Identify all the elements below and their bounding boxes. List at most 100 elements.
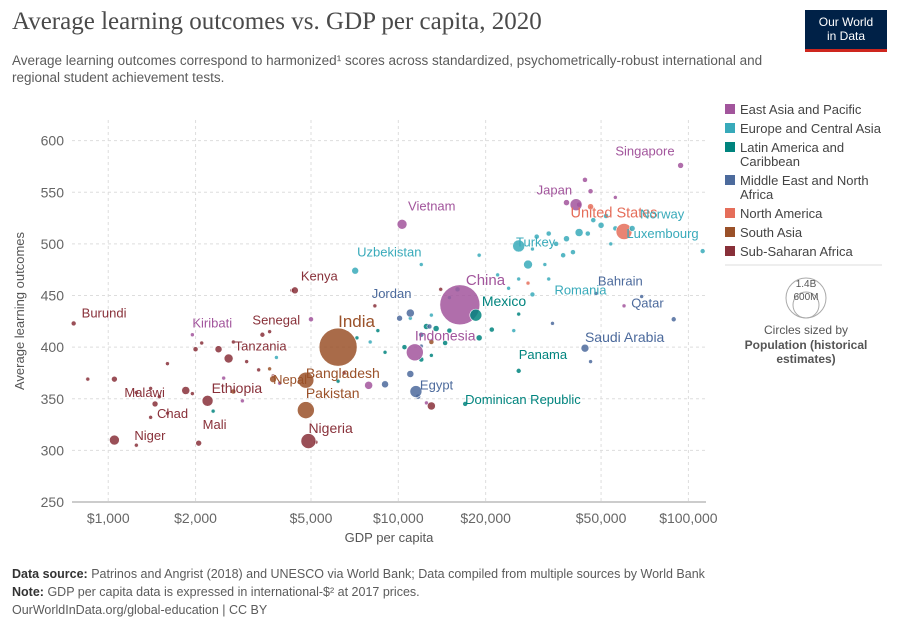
- data-point[interactable]: [432, 325, 440, 332]
- data-point[interactable]: [506, 286, 511, 291]
- data-point[interactable]: [621, 303, 627, 309]
- data-point-saudi-arabia[interactable]: [580, 343, 590, 353]
- data-point[interactable]: [512, 239, 525, 253]
- data-point[interactable]: [546, 276, 551, 282]
- data-point[interactable]: [476, 252, 482, 258]
- data-point[interactable]: [308, 316, 314, 323]
- data-point[interactable]: [429, 353, 434, 358]
- data-point-vietnam[interactable]: [396, 218, 408, 230]
- data-point-dominican-republic[interactable]: [462, 401, 468, 407]
- data-point[interactable]: [214, 345, 223, 353]
- data-point[interactable]: [574, 228, 584, 237]
- legend-swatch[interactable]: [725, 175, 735, 185]
- data-point[interactable]: [545, 230, 552, 237]
- data-point-turkey[interactable]: [523, 259, 533, 270]
- data-point[interactable]: [563, 235, 570, 242]
- data-point-singapore[interactable]: [677, 162, 684, 169]
- data-point[interactable]: [603, 213, 609, 219]
- data-point[interactable]: [364, 381, 373, 390]
- data-point[interactable]: [372, 303, 378, 309]
- data-point-kiribati[interactable]: [190, 332, 195, 338]
- data-point[interactable]: [426, 323, 433, 330]
- data-point-indonesia[interactable]: [406, 343, 424, 362]
- data-point-niger[interactable]: [109, 434, 120, 446]
- data-point[interactable]: [134, 390, 139, 395]
- data-point[interactable]: [429, 312, 434, 318]
- legend-swatch[interactable]: [725, 227, 735, 237]
- data-point[interactable]: [267, 366, 272, 372]
- data-point[interactable]: [418, 331, 425, 338]
- data-point[interactable]: [148, 415, 153, 420]
- data-point[interactable]: [277, 381, 282, 386]
- data-point[interactable]: [533, 233, 540, 240]
- data-point[interactable]: [165, 410, 170, 416]
- data-point[interactable]: [542, 262, 548, 267]
- data-point[interactable]: [367, 339, 373, 345]
- data-point[interactable]: [419, 262, 424, 267]
- data-point-india[interactable]: [318, 327, 358, 367]
- source-text[interactable]: Patrinos and Angrist (2018) and UNESCO v…: [91, 567, 705, 581]
- data-point[interactable]: [244, 359, 249, 364]
- data-point[interactable]: [511, 328, 517, 333]
- data-point-mexico[interactable]: [469, 308, 483, 322]
- data-point[interactable]: [267, 329, 272, 334]
- data-point[interactable]: [613, 195, 618, 200]
- data-point-malawi[interactable]: [111, 375, 118, 383]
- data-point[interactable]: [341, 370, 347, 376]
- data-point[interactable]: [181, 386, 190, 395]
- data-point-romania[interactable]: [529, 291, 536, 298]
- data-point[interactable]: [427, 401, 436, 411]
- data-point[interactable]: [563, 199, 570, 206]
- footer-url[interactable]: OurWorldInData.org/global-education | CC…: [12, 603, 268, 617]
- data-point[interactable]: [375, 328, 381, 333]
- data-point[interactable]: [560, 252, 566, 258]
- data-point[interactable]: [597, 222, 605, 229]
- data-point[interactable]: [438, 287, 443, 292]
- data-point-qatar[interactable]: [670, 316, 677, 323]
- data-point-bahrain[interactable]: [593, 291, 599, 296]
- data-point[interactable]: [582, 177, 588, 183]
- data-point[interactable]: [424, 400, 429, 406]
- data-point-norway[interactable]: [628, 225, 636, 232]
- legend-swatch[interactable]: [725, 123, 735, 133]
- data-point[interactable]: [401, 344, 408, 350]
- data-point[interactable]: [587, 188, 594, 194]
- legend-swatch[interactable]: [725, 142, 735, 152]
- data-point[interactable]: [525, 280, 531, 286]
- data-point[interactable]: [381, 380, 389, 389]
- data-point[interactable]: [446, 327, 453, 334]
- data-point[interactable]: [210, 408, 216, 414]
- data-point[interactable]: [587, 203, 594, 210]
- data-point-chad[interactable]: [151, 400, 159, 408]
- data-point-bangladesh[interactable]: [297, 371, 315, 389]
- data-point-egypt[interactable]: [409, 385, 423, 398]
- data-point[interactable]: [85, 376, 91, 382]
- data-point[interactable]: [442, 340, 448, 346]
- data-point[interactable]: [256, 367, 261, 373]
- owid-logo[interactable]: Our World in Data: [805, 10, 887, 52]
- data-point[interactable]: [274, 355, 279, 360]
- data-point[interactable]: [406, 308, 415, 318]
- data-point-tanzania[interactable]: [223, 353, 234, 364]
- data-point[interactable]: [516, 311, 521, 317]
- legend-swatch[interactable]: [725, 104, 735, 114]
- data-point-jordan[interactable]: [396, 314, 403, 322]
- data-point[interactable]: [240, 398, 245, 404]
- data-point-japan[interactable]: [569, 198, 583, 211]
- data-point[interactable]: [382, 350, 388, 355]
- data-point[interactable]: [157, 394, 162, 399]
- legend-swatch[interactable]: [725, 208, 735, 218]
- data-point[interactable]: [585, 230, 591, 237]
- legend-swatch[interactable]: [725, 246, 735, 256]
- data-point[interactable]: [230, 388, 237, 395]
- data-point[interactable]: [475, 334, 483, 342]
- data-point[interactable]: [570, 249, 576, 255]
- data-point[interactable]: [221, 375, 226, 381]
- data-point[interactable]: [199, 340, 204, 346]
- data-point[interactable]: [134, 442, 139, 448]
- data-point[interactable]: [639, 294, 644, 299]
- data-point[interactable]: [550, 321, 555, 326]
- data-point[interactable]: [608, 241, 614, 247]
- data-point[interactable]: [190, 391, 195, 396]
- data-point[interactable]: [231, 339, 236, 345]
